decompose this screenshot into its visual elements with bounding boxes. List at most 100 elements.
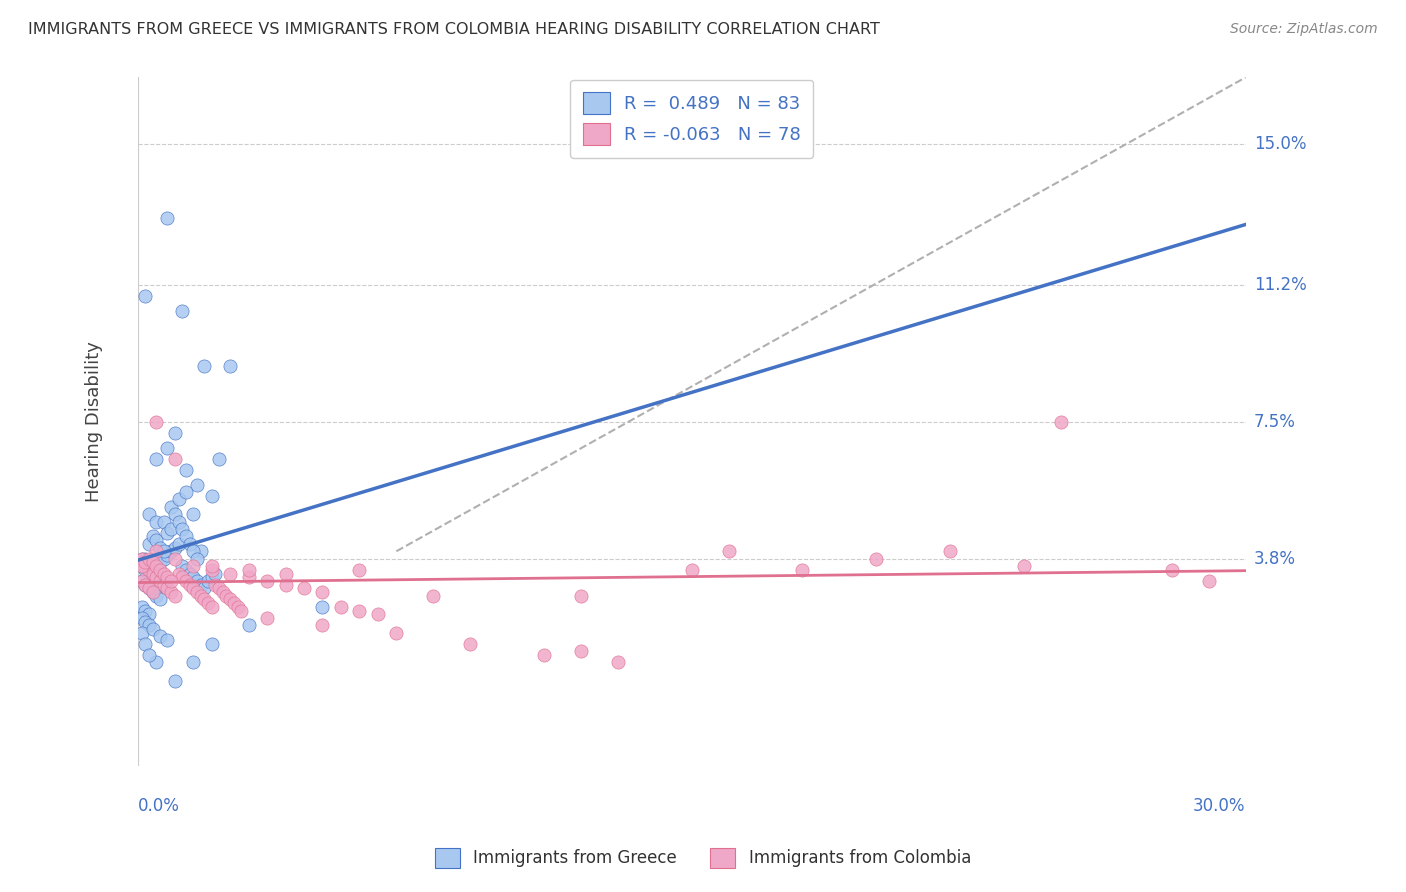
Point [145, 559, 167, 574]
Text: 0.0%: 0.0% [138, 797, 180, 814]
Point [238, 618, 260, 632]
Point [149, 541, 172, 555]
Point [292, 582, 315, 596]
Point [167, 537, 190, 551]
Point [190, 589, 212, 603]
Point [131, 625, 153, 640]
Point [179, 566, 201, 581]
Point [134, 555, 156, 569]
Point [131, 559, 153, 574]
Text: 30.0%: 30.0% [1194, 797, 1246, 814]
Point [186, 574, 208, 588]
Point [131, 599, 153, 614]
Text: 11.2%: 11.2% [1254, 276, 1306, 293]
Text: 15.0%: 15.0% [1254, 135, 1306, 153]
Point [134, 637, 156, 651]
Point [160, 544, 183, 558]
Point [172, 303, 194, 318]
Point [533, 648, 555, 662]
Point [181, 570, 204, 584]
Point [142, 566, 165, 581]
Point [181, 508, 204, 522]
Point [167, 515, 190, 529]
Point [152, 515, 174, 529]
Point [134, 559, 156, 574]
Point [274, 577, 297, 591]
Point [204, 566, 226, 581]
Point [238, 563, 260, 577]
Point [179, 577, 201, 591]
Point [1050, 415, 1073, 429]
Point [193, 359, 215, 374]
Point [174, 563, 197, 577]
Point [256, 611, 278, 625]
Point [215, 589, 238, 603]
Point [222, 596, 245, 610]
Point [156, 633, 179, 648]
Point [134, 563, 156, 577]
Point [1012, 559, 1035, 574]
Text: Hearing Disability: Hearing Disability [84, 342, 103, 502]
Point [149, 563, 172, 577]
Point [211, 585, 233, 599]
Point [193, 582, 215, 596]
Point [142, 585, 165, 599]
Point [569, 644, 592, 658]
Point [134, 551, 156, 566]
Point [231, 603, 253, 617]
Point [208, 451, 231, 466]
Point [238, 570, 260, 584]
Point [349, 603, 371, 617]
Point [717, 544, 740, 558]
Point [160, 574, 183, 588]
Point [138, 607, 160, 622]
Point [792, 563, 814, 577]
Point [134, 555, 156, 569]
Point [149, 574, 172, 588]
Point [145, 559, 167, 574]
Point [138, 582, 160, 596]
Point [156, 211, 179, 226]
Point [311, 618, 333, 632]
Point [865, 551, 887, 566]
Point [330, 599, 353, 614]
Point [152, 577, 174, 591]
Point [134, 577, 156, 591]
Point [145, 533, 167, 548]
Point [193, 592, 215, 607]
Point [163, 451, 186, 466]
Text: 7.5%: 7.5% [1254, 413, 1296, 431]
Point [174, 485, 197, 500]
Point [190, 544, 212, 558]
Point [181, 582, 204, 596]
Point [156, 441, 179, 455]
Point [179, 537, 201, 551]
Point [167, 566, 190, 581]
Point [152, 544, 174, 558]
Point [1160, 563, 1182, 577]
Legend: R =  0.489   N = 83, R = -0.063   N = 78: R = 0.489 N = 83, R = -0.063 N = 78 [569, 79, 814, 158]
Point [145, 570, 167, 584]
Point [152, 566, 174, 581]
Point [208, 582, 231, 596]
Point [134, 289, 156, 303]
Point [142, 529, 165, 543]
Point [201, 570, 224, 584]
Point [131, 551, 153, 566]
Point [160, 522, 183, 536]
Point [197, 574, 219, 588]
Point [219, 566, 242, 581]
Point [174, 574, 197, 588]
Point [145, 544, 167, 558]
Point [174, 529, 197, 543]
Point [152, 551, 174, 566]
Point [138, 508, 160, 522]
Point [256, 574, 278, 588]
Point [174, 463, 197, 477]
Point [219, 592, 242, 607]
Point [142, 563, 165, 577]
Point [134, 577, 156, 591]
Point [163, 589, 186, 603]
Point [181, 656, 204, 670]
Point [163, 673, 186, 688]
